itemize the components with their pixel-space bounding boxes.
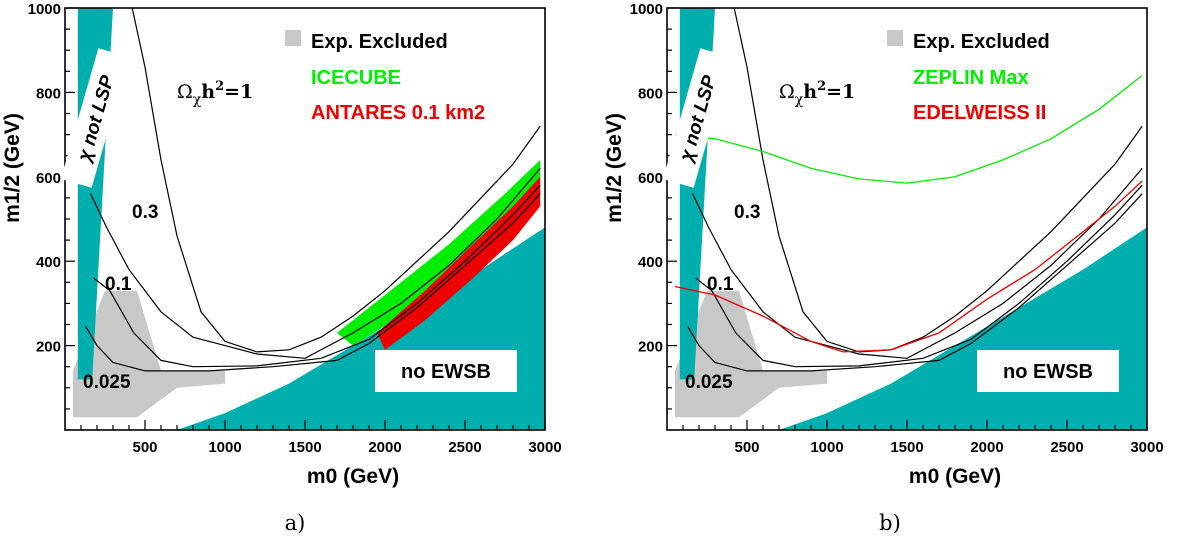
excluded-region <box>675 290 827 418</box>
contour-label: 0.3 <box>734 202 760 223</box>
contour-label: 0.1 <box>707 274 734 295</box>
x-tick-label: 500 <box>734 439 759 456</box>
no-lsp-label: χ not LSP <box>662 48 732 188</box>
relic-contour-3 <box>695 184 1143 368</box>
no-ewsb-label-box <box>375 350 517 392</box>
contour-label: 0.3 <box>132 202 158 223</box>
x-axis-label: m0 (GeV) <box>307 465 399 488</box>
limit-curve-1 <box>674 74 1143 184</box>
y-axis-label: m1/2 (GeV) <box>1 113 24 223</box>
no-ewsb-label-box <box>977 350 1119 392</box>
no-lsp-label: χ not LSP <box>60 48 130 188</box>
x-tick-label: 1500 <box>890 439 923 456</box>
relic-label-sup: 2 <box>817 79 826 94</box>
contour-label: 0.025 <box>685 372 733 393</box>
x-axis-label: m0 (GeV) <box>909 465 1001 488</box>
relic-label-mid: h <box>201 81 215 103</box>
x-tick-label: 2000 <box>368 439 401 456</box>
y-tick-label: 1000 <box>630 1 663 18</box>
no-ewsb-label: no EWSB <box>1003 361 1093 383</box>
panel-b: 500 1000 1500 2000 2500 3000 200 400 600 800 1000 m… <box>603 1 1164 535</box>
excluded-region <box>73 290 225 418</box>
relic-label-prefix: Ω <box>779 81 795 103</box>
relic-label-sup: 2 <box>215 79 224 94</box>
legend: Exp. Excluded ICECUBE ANTARES 0.1 km2 <box>285 30 485 124</box>
no-lsp-label-box <box>662 48 732 188</box>
y-tick-label: 800 <box>638 85 663 102</box>
limit-curve-2 <box>674 180 1143 353</box>
legend-entry: Exp. Excluded <box>913 31 1050 53</box>
y-tick-label: 1000 <box>28 1 61 18</box>
relic-label-suffix: =1 <box>826 81 855 103</box>
relic-label-sub: χ <box>795 92 804 108</box>
relic-label-mid: h <box>803 81 817 103</box>
legend-entry: ZEPLIN Max <box>913 67 1029 89</box>
y-tick-label: 600 <box>36 170 61 187</box>
relic-contour-4 <box>85 193 541 372</box>
y-tick-label: 600 <box>638 170 663 187</box>
y-tick-label: 400 <box>36 254 61 271</box>
y-axis-label: m1/2 (GeV) <box>603 113 626 223</box>
y-tick-label: 800 <box>36 85 61 102</box>
relic-label-prefix: Ω <box>177 81 193 103</box>
relic-contour-1 <box>131 8 541 353</box>
y-tick-label: 200 <box>36 339 61 356</box>
contour-label: 0.025 <box>83 372 131 393</box>
no-ewsb-label: no EWSB <box>401 361 491 383</box>
legend-entry: EDELWEISS II <box>913 102 1046 124</box>
x-tick-label: 1000 <box>810 439 843 456</box>
panel-label: a) <box>285 511 306 535</box>
x-tick-label: 3000 <box>528 439 561 456</box>
x-tick-label: 500 <box>132 439 157 456</box>
relic-density-label: Ωχh2=1 <box>177 79 253 108</box>
x-tick-label: 3000 <box>1130 439 1163 456</box>
y-tick-label: 400 <box>638 254 663 271</box>
legend-entry: ANTARES 0.1 km2 <box>311 102 485 124</box>
x-tick-label: 1500 <box>288 439 321 456</box>
relic-contour-3 <box>93 184 541 368</box>
x-tick-label: 1000 <box>208 439 241 456</box>
panel-label: b) <box>879 511 901 535</box>
relic-contour-2 <box>692 168 1143 359</box>
legend: Exp. Excluded ZEPLIN Max EDELWEISS II <box>887 30 1050 124</box>
relic-label-sub: χ <box>193 92 202 108</box>
relic-contour-4 <box>687 193 1143 372</box>
x-tick-label: 2000 <box>970 439 1003 456</box>
relic-contour-2 <box>90 168 541 359</box>
no-lsp-label-box <box>60 48 130 188</box>
panel-a: 500 1000 1500 2000 2500 3000 200 400 600 800 1000 m… <box>1 1 562 535</box>
legend-swatch-excluded <box>887 30 903 46</box>
relic-label-suffix: =1 <box>224 81 253 103</box>
relic-density-label: Ωχh2=1 <box>779 79 855 108</box>
legend-entry: Exp. Excluded <box>311 31 448 53</box>
legend-swatch-excluded <box>285 30 301 46</box>
no-ewsb-region <box>779 227 1147 430</box>
contour-label: 0.1 <box>105 274 132 295</box>
detector-region-1 <box>337 159 541 346</box>
legend-entry: ICECUBE <box>311 67 401 89</box>
y-tick-label: 200 <box>638 339 663 356</box>
x-tick-label: 2500 <box>448 439 481 456</box>
x-tick-label: 2500 <box>1050 439 1083 456</box>
